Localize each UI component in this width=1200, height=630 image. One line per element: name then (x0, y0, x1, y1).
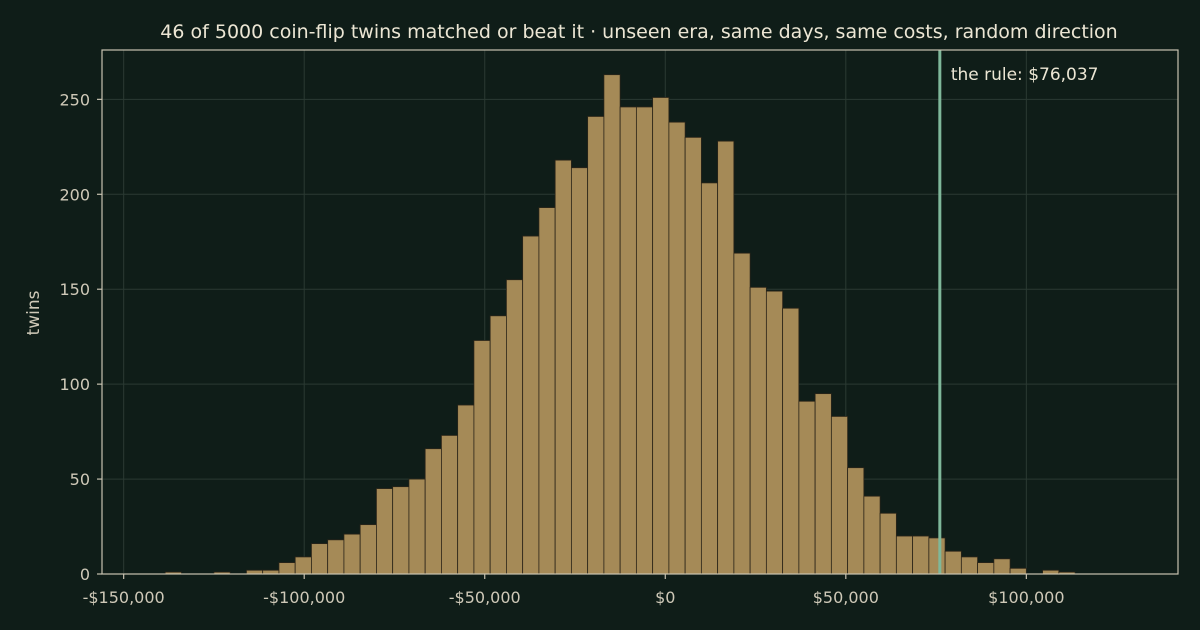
y-tick-label: 0 (80, 565, 90, 584)
histogram-bar (749, 286, 767, 575)
y-axis-label: twins (24, 290, 44, 335)
histogram-bar (603, 74, 621, 575)
histogram-bar (506, 279, 524, 575)
histogram-bar (765, 290, 784, 575)
histogram-bar (294, 556, 312, 575)
histogram-bar (668, 121, 686, 575)
histogram-bar (359, 524, 377, 575)
histogram-bar (717, 140, 735, 575)
histogram-bar (912, 535, 930, 575)
histogram-bar (879, 512, 897, 575)
histogram-bar (538, 207, 556, 575)
histogram-bar (343, 533, 361, 575)
histogram-bar (473, 340, 491, 575)
bars (164, 74, 1076, 575)
histogram-bar (733, 252, 751, 575)
chart-title: 46 of 5000 coin-flip twins matched or be… (160, 21, 1117, 43)
axes: -$150,000 -$100,000 -$50,000 $0 $50,000 $100,… (59, 49, 1179, 607)
y-tick-label: 50 (70, 470, 90, 489)
histogram-bar (798, 400, 816, 575)
histogram-bar (278, 562, 296, 575)
histogram-bar (554, 159, 572, 575)
histogram-bar (830, 416, 849, 575)
x-tick-label: -$150,000 (83, 588, 165, 607)
y-tick-label: 150 (59, 280, 90, 299)
histogram-bar (376, 488, 394, 575)
histogram-bar (311, 543, 329, 575)
histogram-bar (993, 558, 1011, 575)
x-tick-label: -$50,000 (449, 588, 521, 607)
histogram-bar (863, 495, 881, 575)
histogram-bar (424, 448, 442, 575)
histogram-bar (684, 136, 702, 575)
histogram-bar (587, 116, 605, 575)
x-tick-label: $100,000 (988, 588, 1064, 607)
rule-label: the rule: $76,037 (951, 65, 1099, 85)
histogram-bar (977, 562, 995, 575)
x-tick-label: $0 (655, 588, 675, 607)
histogram-bar (570, 167, 589, 575)
histogram-bar (441, 435, 459, 575)
histogram-bar (1009, 567, 1027, 575)
y-tick-label: 100 (59, 375, 90, 394)
y-tick-label: 250 (59, 90, 90, 109)
x-tick-label: -$100,000 (263, 588, 345, 607)
histogram-bar (928, 537, 946, 575)
histogram-bar (408, 478, 426, 575)
histogram-bar (327, 539, 345, 575)
histogram-bar (619, 106, 637, 575)
histogram-bar (522, 235, 540, 575)
histogram-bar (457, 404, 475, 575)
histogram-bar (489, 315, 507, 575)
histogram-bar (782, 307, 800, 575)
histogram-bar (960, 556, 979, 575)
histogram-bar (635, 106, 654, 575)
y-tick-label: 200 (59, 185, 90, 204)
plot-frame (101, 49, 1179, 575)
histogram-bar (392, 486, 410, 575)
histogram-bar (944, 550, 962, 575)
histogram-bar (847, 467, 865, 575)
histogram-bar (652, 97, 670, 575)
histogram-bar (700, 182, 719, 575)
histogram-bar (895, 535, 914, 575)
histogram-bar (814, 393, 832, 575)
x-tick-label: $50,000 (813, 588, 879, 607)
